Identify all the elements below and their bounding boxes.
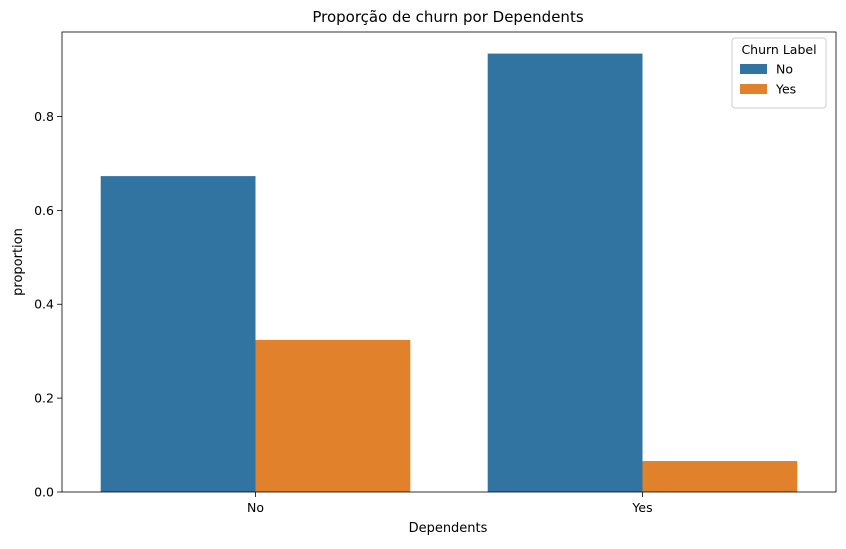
y-tick-label: 0.8 [34,109,54,124]
legend-label-no: No [776,62,793,77]
legend-swatch-yes [740,84,767,94]
chart-title: Proporção de churn por Dependents [312,8,583,26]
bar-yes-no [487,53,643,493]
plot-frame [61,31,837,493]
legend-swatch-no [740,64,767,74]
axes: No Yes 0.0 0.2 0.4 0.6 0.8 [34,31,837,515]
bar-no-no [100,176,256,492]
bar-yes-yes [642,461,798,492]
y-tick-label: 0.0 [34,485,54,500]
y-axis-label: proportion [11,228,26,296]
bar-no-yes [255,339,411,492]
x-tick-label: Yes [631,500,652,515]
bars [100,53,798,493]
y-tick-label: 0.4 [34,297,54,312]
x-axis-label: Dependents [409,521,488,536]
legend-label-yes: Yes [775,82,796,97]
legend: Churn Label No Yes [731,37,827,109]
y-tick-label: 0.6 [34,203,54,218]
x-tick-label: No [247,500,264,515]
y-tick-label: 0.2 [34,391,54,406]
legend-title: Churn Label [741,42,816,57]
